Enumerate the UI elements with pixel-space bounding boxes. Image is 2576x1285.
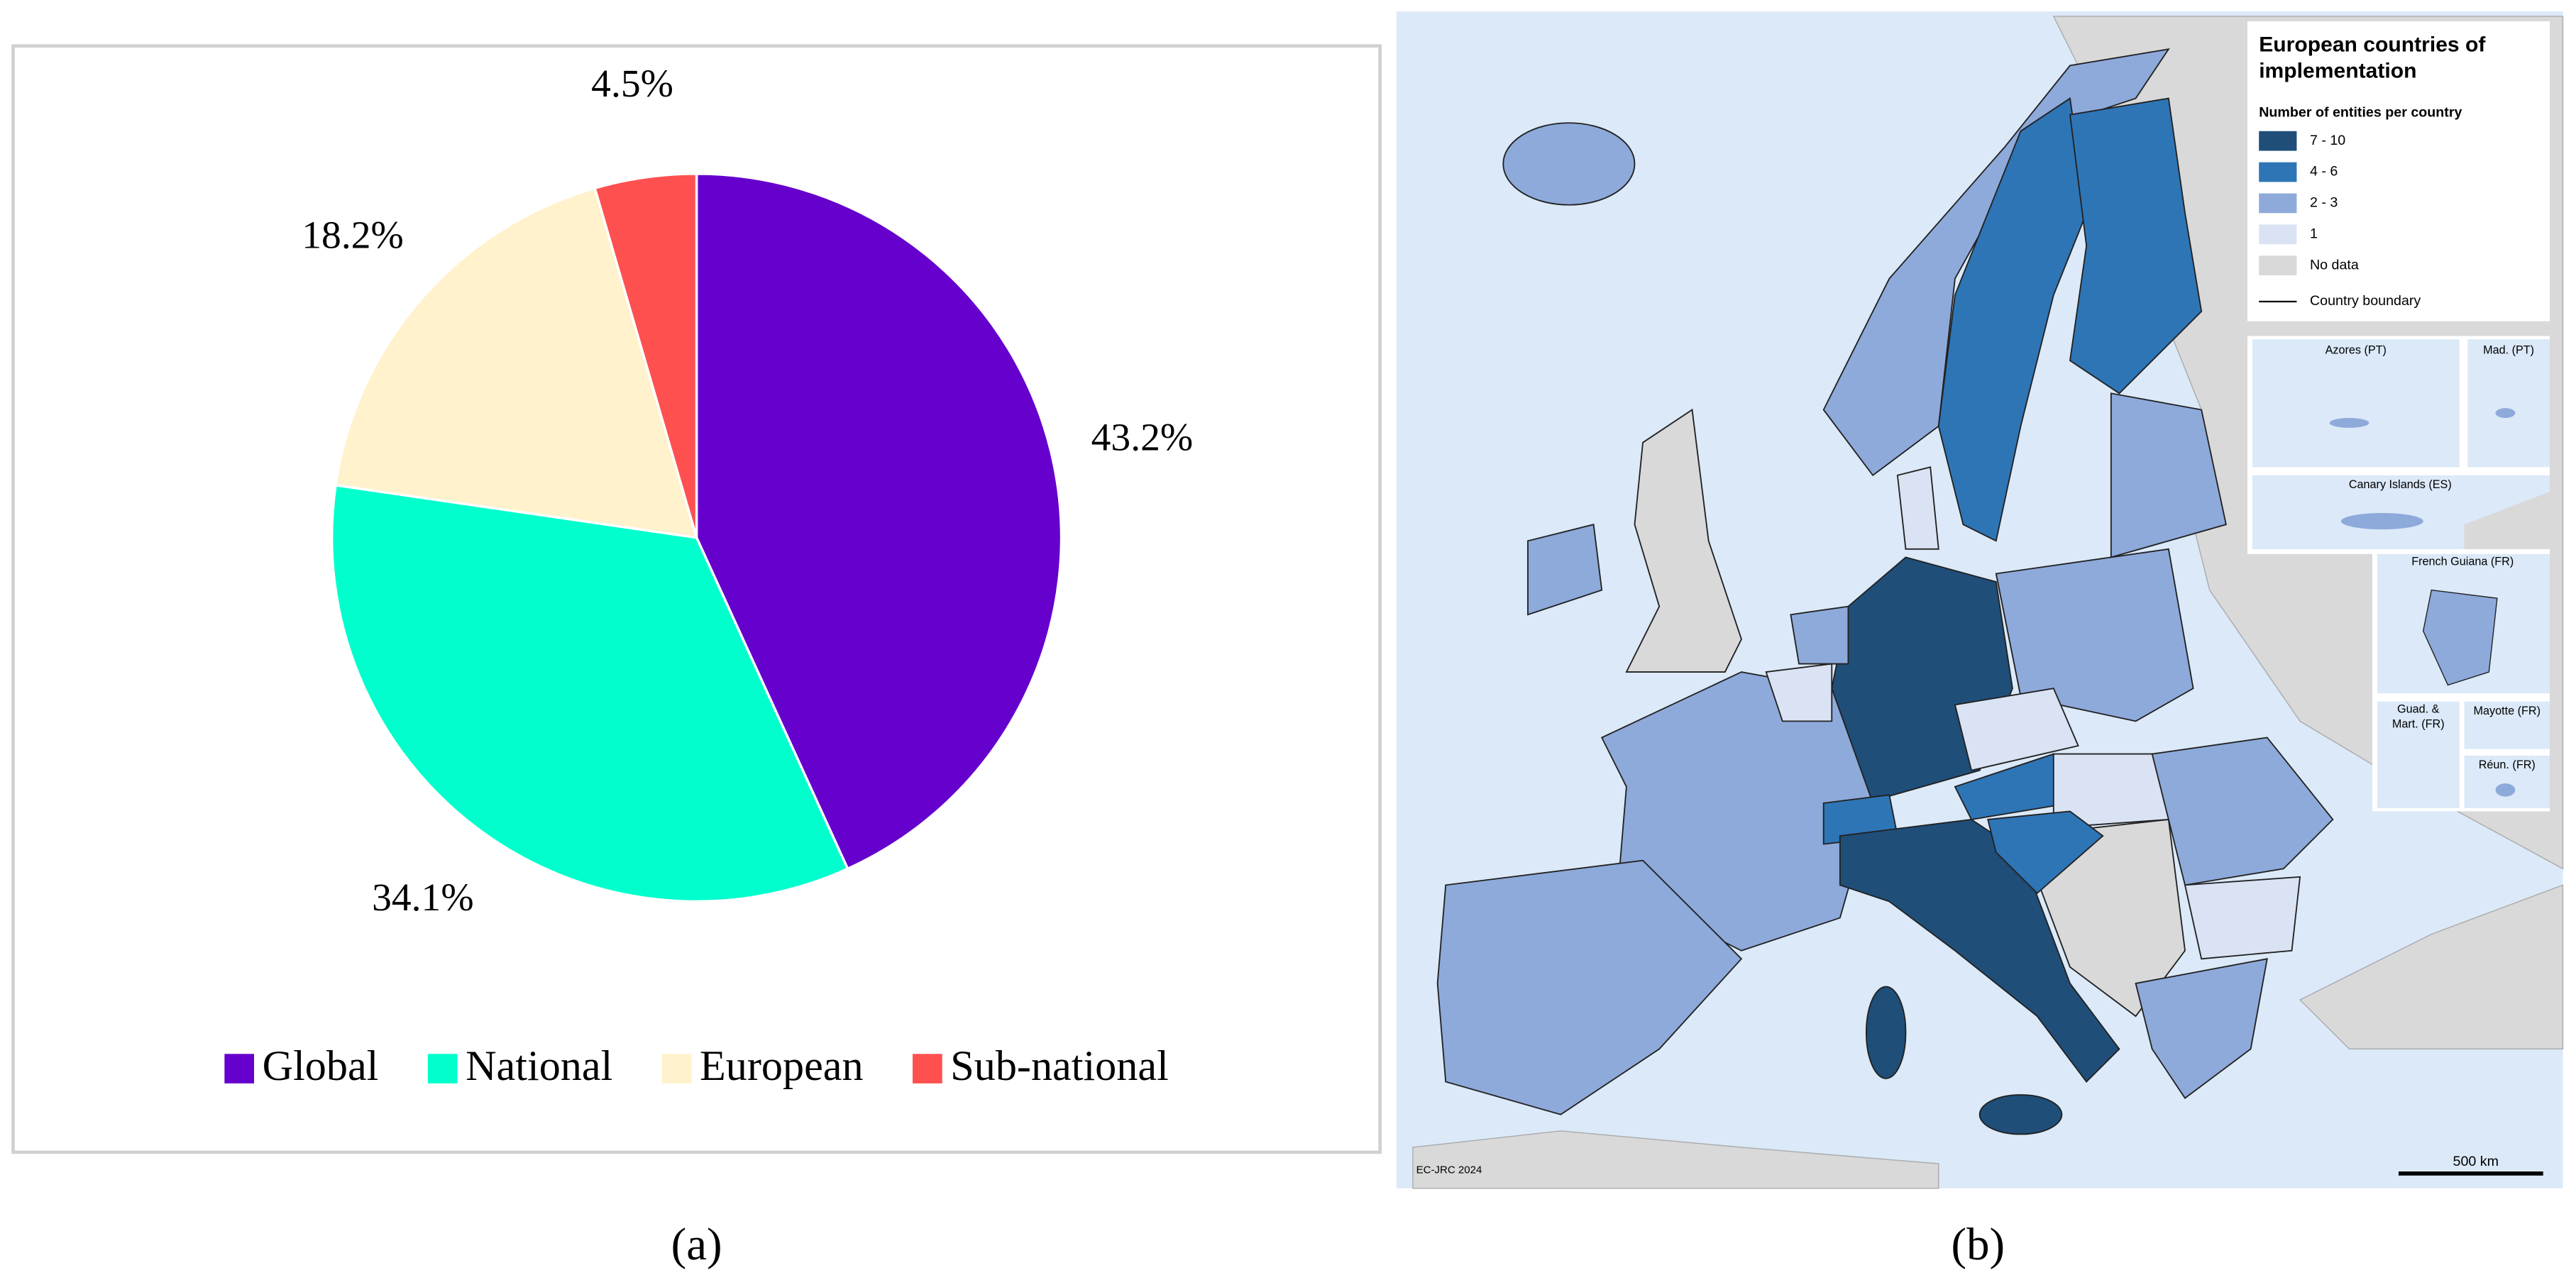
data-label: 18.2% [302,214,404,258]
island [2495,783,2516,797]
country [1625,408,1742,673]
countries [1436,48,2334,1135]
pie-slice [593,172,698,539]
map-legend: 7 - 10 4 - 6 2 - 3 1 No data [2259,131,2359,276]
country [1896,466,1939,550]
inset-label: Azores (PT) [2325,344,2387,357]
inset-label: French Guiana (FR) [2411,556,2514,568]
boundary-label: Country boundary [2310,293,2421,309]
inset-label: Mad. (PT) [2483,344,2534,357]
pie-slice [330,483,849,903]
country [1527,524,1603,616]
country [2069,97,2203,395]
country [2184,876,2301,960]
insets: Azores (PT) Mad. (PT) Canary Islands (ES… [2247,336,2550,812]
country [1954,688,2079,771]
inset-label: Mart. (FR) [2392,717,2445,730]
country [2110,392,2227,558]
map-title: European countries of [2259,33,2486,57]
legend-label: European [700,1042,864,1090]
legend-label: 1 [2310,226,2318,242]
legend-swatch [427,1054,458,1083]
legend-label: Sub-national [950,1042,1169,1090]
legend-swatch [2259,162,2297,182]
inset-label: Guad. & [2397,702,2440,715]
legend-label: 4 - 6 [2310,164,2338,180]
land [1412,1130,1939,1189]
pie-chart: 43.2% 34.1% 18.2% 4.5% Global National Europea… [224,62,1193,1090]
country [1790,605,1849,665]
legend-swatch [2259,131,2297,151]
legend-swatch [913,1054,942,1083]
pie-slice [695,172,1063,871]
map-panel: Azores (PT) Mad. (PT) Canary Islands (ES… [1396,11,2564,1189]
country [1822,48,2170,477]
map-title: implementation [2259,60,2416,83]
country [1995,548,2194,722]
africa-coast [2464,491,2550,549]
data-label: 4.5% [591,62,673,106]
map-legend-title: Number of entities per country [2259,105,2462,121]
legend-label: 2 - 3 [2310,195,2338,211]
legend-swatch [2259,224,2297,245]
country [2151,737,2334,886]
data-label: 43.2% [1091,417,1194,460]
island [2340,513,2423,530]
country [1937,97,2088,542]
island [2329,418,2369,428]
country [1987,810,2104,895]
legend-swatch [224,1054,255,1083]
legend-swatch [2259,255,2297,276]
island [2495,408,2516,419]
inset-label: Réun. (FR) [2479,759,2536,771]
country [1436,859,1743,1115]
french-guiana [2422,589,2498,686]
country [2135,958,2268,1099]
inset [2464,755,2550,808]
credit: EC-JRC 2024 [1416,1164,1482,1176]
pie-slice [334,187,699,539]
legend-label: No data [2310,257,2359,272]
map-legend-box [2247,21,2550,321]
legend-label: National [466,1042,612,1090]
country [1502,122,1636,206]
scale-label: 500 km [2453,1154,2499,1169]
inset [2464,701,2550,749]
inset [2252,339,2460,468]
legend-label: Global [263,1042,379,1090]
inset-label: Canary Islands (ES) [2349,478,2452,491]
caption: (b) [1952,1219,2005,1270]
caption: (a) [671,1219,722,1270]
land [2299,884,2564,1050]
country [1765,663,1833,722]
inset [2467,339,2550,468]
inset-label: Mayotte (FR) [2474,705,2541,717]
legend-swatch [2259,193,2297,214]
country [1865,986,1907,1079]
legend-label: 7 - 10 [2310,133,2345,148]
inset [2377,701,2460,808]
data-label: 34.1% [372,876,474,920]
country [1978,1094,2063,1135]
legend-swatch [661,1054,692,1083]
